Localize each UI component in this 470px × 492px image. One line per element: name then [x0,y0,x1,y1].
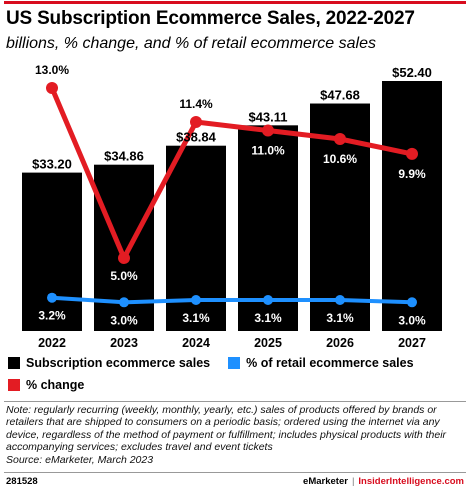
change-point-2025 [262,124,274,137]
retail-point-2022 [47,292,57,303]
chart-title: US Subscription Ecommerce Sales, 2022-20… [6,8,415,29]
legend-item-pct-change: % change [8,378,84,392]
chart-plot: $33.20 $34.86 $38.84 $43.11 $47.68 $52.40 13.0… [22,63,442,350]
retail-point-2027 [407,297,417,308]
legend-swatch-pct-change [8,379,20,391]
bar-label-2022: $33.20 [32,157,72,172]
retail-label-2023: 3.0% [110,313,138,327]
x-tick-label-2023: 2023 [110,336,138,350]
bar-label-2026: $47.68 [320,88,360,103]
bar-label-2025: $43.11 [248,109,287,124]
x-tick-label-2027: 2027 [398,336,426,350]
source-text: Source: eMarketer, March 2023 [6,453,154,466]
chart-legend: Subscription ecommerce sales % of retail… [8,352,458,396]
footer-divider [4,472,466,473]
change-label-2024: 11.4% [179,97,213,111]
change-point-2024 [190,116,202,128]
brand-emarketer: eMarketer [303,476,348,487]
chart-id: 281528 [6,476,38,487]
legend-item-retail-share: % of retail ecommerce sales [228,356,414,370]
retail-point-2025 [263,295,273,305]
note-text: Note: regularly recurring (weekly, month… [6,404,447,454]
retail-label-2025: 3.1% [254,311,282,325]
retail-label-2027: 3.0% [398,313,426,327]
bar-2022 [22,172,82,331]
change-label-2027: 9.9% [398,167,426,181]
change-line [49,87,413,261]
top-accent-rule [4,1,466,4]
change-label-2022: 13.0% [35,63,69,77]
legend-item-sales: Subscription ecommerce sales [8,356,210,370]
change-point-2022 [46,82,58,94]
legend-label-pct-change: % change [26,378,85,392]
x-tick-label-2024: 2024 [182,336,210,350]
legend-label-sales: Subscription ecommerce sales [26,356,211,370]
change-label-2026: 10.6% [323,152,357,166]
retail-point-2026 [335,295,345,305]
x-tick-label-2026: 2026 [326,336,354,350]
retail-label-2026: 3.1% [326,311,354,325]
change-point-2023 [118,252,130,264]
footer-brand: eMarketer | InsiderIntelligence.com [303,476,464,487]
legend-swatch-retail-share [228,357,241,369]
x-tick-label-2025: 2025 [254,336,282,350]
chart-subtitle: billions, % change, and % of retail ecom… [6,35,376,52]
change-label-2023: 5.0% [110,269,138,283]
legend-swatch-sales [8,357,20,369]
legend-label-retail-share: % of retail ecommerce sales [246,356,414,370]
bar-2027 [382,81,442,331]
bar-label-2024: $38.84 [176,130,217,145]
brand-separator: | [351,476,355,487]
retail-point-2024 [191,295,201,305]
retail-line [51,295,413,305]
bar-label-2027: $52.40 [392,65,432,80]
change-point-2026 [334,133,346,145]
change-point-2027 [406,147,418,160]
x-tick-label-2022: 2022 [38,336,66,350]
bar-label-2023: $34.86 [104,149,144,164]
note-divider [4,401,466,402]
retail-point-2023 [119,297,129,308]
retail-label-2022: 3.2% [38,309,66,323]
retail-label-2024: 3.1% [182,311,210,325]
brand-insider-link[interactable]: InsiderIntelligence.com [358,476,464,487]
change-label-2025: 11.0% [251,144,285,158]
chart-note: Note: regularly recurring (weekly, month… [6,404,466,466]
